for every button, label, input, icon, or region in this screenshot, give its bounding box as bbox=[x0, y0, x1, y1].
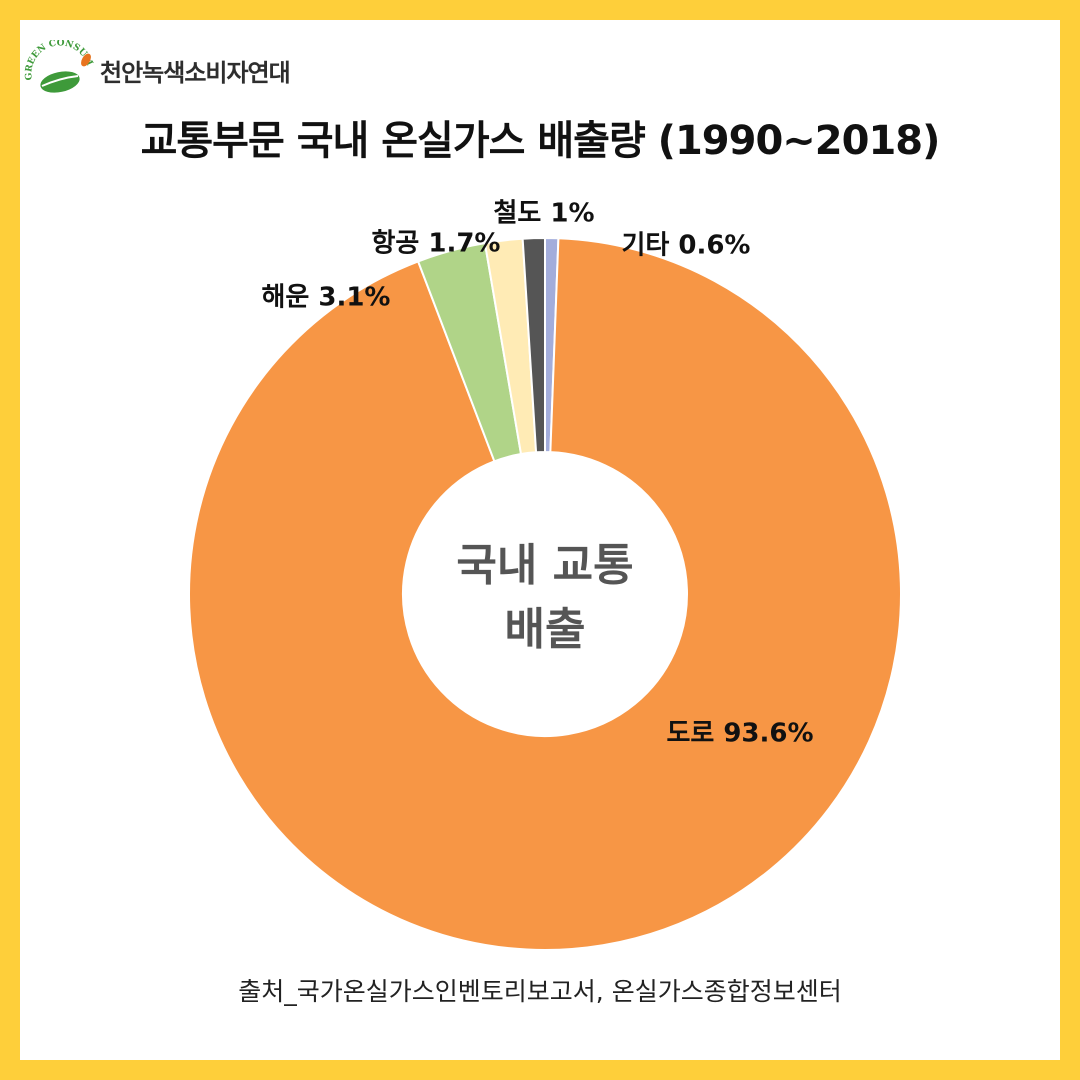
source-citation: 출처_국가온실가스인벤토리보고서, 온실가스종합정보센터 bbox=[238, 977, 842, 1006]
brand-name: 천안녹색소비자연대 bbox=[100, 58, 291, 87]
center-label-line-1: 국내 교통 bbox=[456, 540, 633, 591]
chart-title: 교통부문 국내 온실가스 배출량 (1990~2018) bbox=[140, 118, 941, 164]
pie-slice-도로 bbox=[188, 237, 902, 951]
slice-label-철도: 철도 1% bbox=[493, 199, 594, 229]
center-label-line-2: 배출 bbox=[505, 604, 586, 655]
green-consumer-leaf-icon: GREEN CONSUMER bbox=[24, 40, 94, 93]
slice-label-도로: 도로 93.6% bbox=[666, 719, 813, 749]
slice-label-해운: 해운 3.1% bbox=[261, 283, 390, 313]
slice-label-기타: 기타 0.6% bbox=[621, 231, 750, 261]
slice-label-항공: 항공 1.7% bbox=[371, 229, 500, 259]
brand-logo: GREEN CONSUMER 천안녹색소비자연대 bbox=[24, 40, 291, 100]
pie-slice-철도 bbox=[521, 236, 546, 454]
